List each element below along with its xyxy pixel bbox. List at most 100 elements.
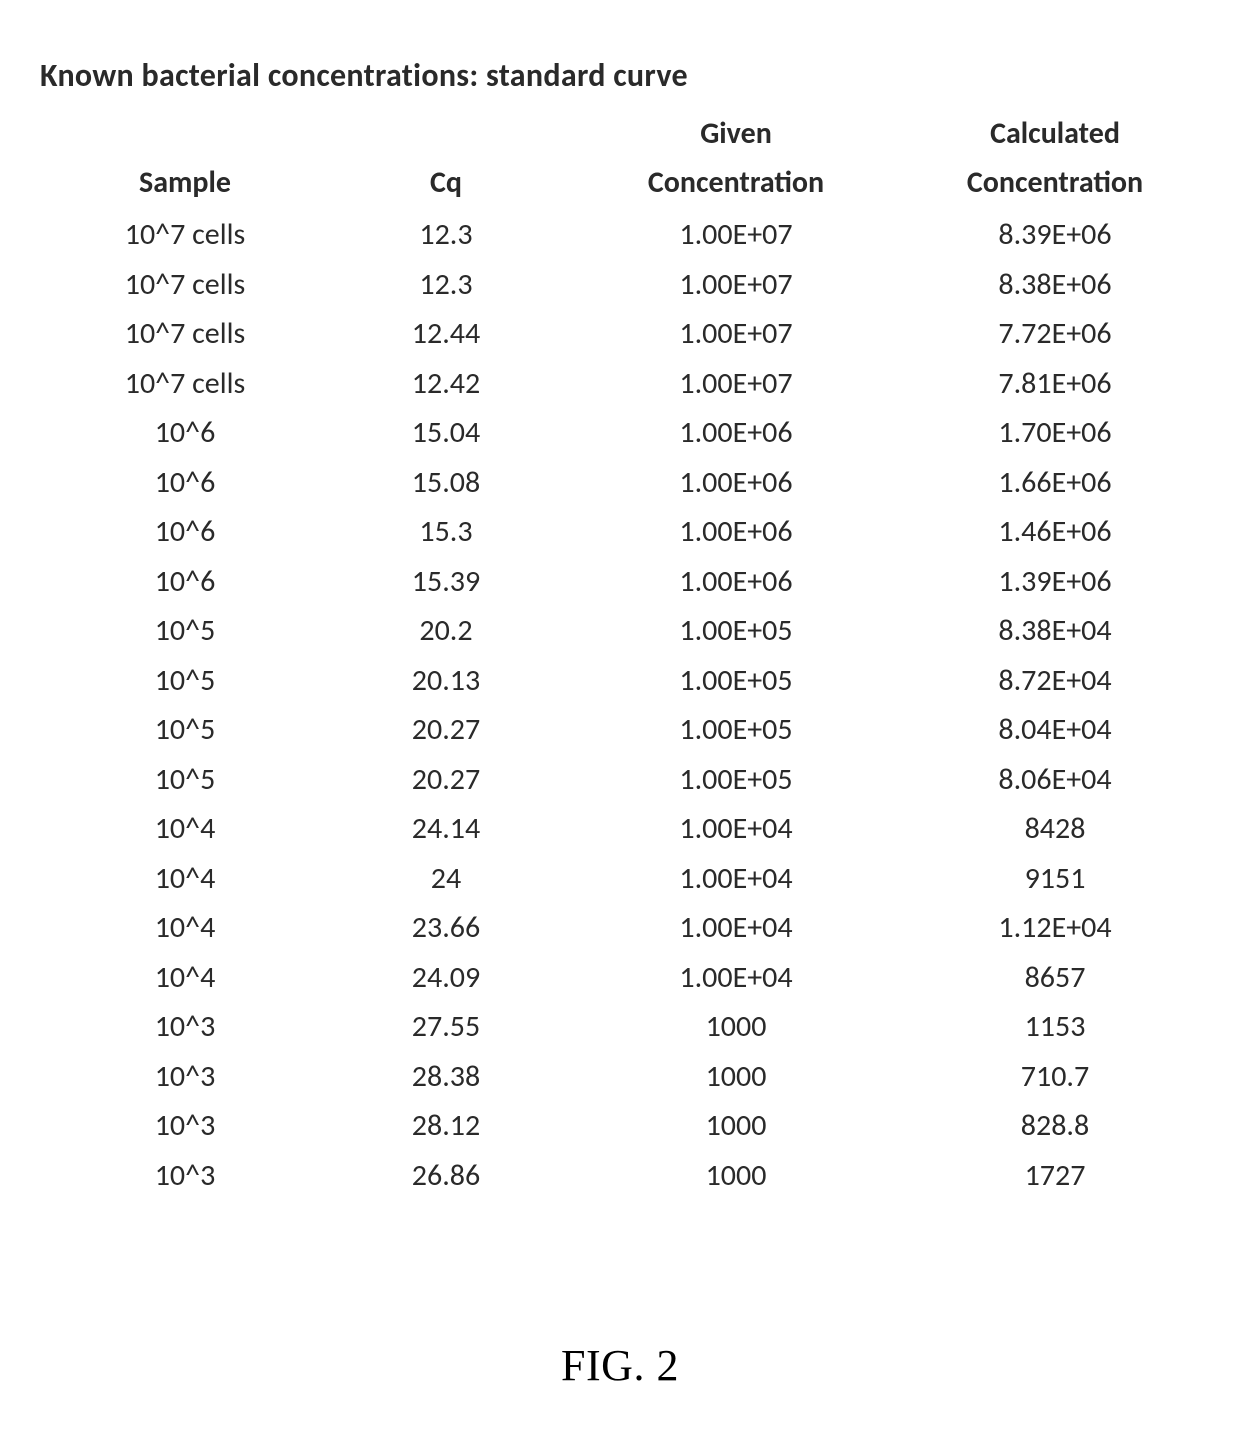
cell-calc: 1.66E+06 [910, 458, 1200, 508]
cell-sample: 10^7 cells [40, 260, 330, 310]
figure-caption: FIG. 2 [40, 1340, 1200, 1391]
table-row: 10^7 cells12.441.00E+077.72E+06 [40, 309, 1200, 359]
cell-cq: 15.08 [330, 458, 562, 508]
cell-sample: 10^4 [40, 953, 330, 1003]
table-row: 10^423.661.00E+041.12E+04 [40, 903, 1200, 953]
cell-cq: 20.27 [330, 705, 562, 755]
cell-given: 1.00E+07 [562, 309, 910, 359]
cell-cq: 23.66 [330, 903, 562, 953]
cell-sample: 10^5 [40, 606, 330, 656]
cell-cq: 15.3 [330, 507, 562, 557]
cell-given: 1.00E+04 [562, 903, 910, 953]
table-row: 10^615.081.00E+061.66E+06 [40, 458, 1200, 508]
cell-cq: 27.55 [330, 1002, 562, 1052]
col-label-calc: Concentration [910, 162, 1200, 211]
cell-cq: 26.86 [330, 1151, 562, 1201]
cell-calc: 828.8 [910, 1101, 1200, 1151]
cell-given: 1.00E+05 [562, 656, 910, 706]
cell-cq: 20.27 [330, 755, 562, 805]
table-row: 10^328.381000710.7 [40, 1052, 1200, 1102]
cell-cq: 20.13 [330, 656, 562, 706]
table-row: 10^615.31.00E+061.46E+06 [40, 507, 1200, 557]
table-row: 10^326.8610001727 [40, 1151, 1200, 1201]
table-row: 10^615.391.00E+061.39E+06 [40, 557, 1200, 607]
cell-sample: 10^6 [40, 507, 330, 557]
cell-calc: 1727 [910, 1151, 1200, 1201]
cell-cq: 12.3 [330, 210, 562, 260]
cell-calc: 8.72E+04 [910, 656, 1200, 706]
cell-cq: 20.2 [330, 606, 562, 656]
table-row: 10^7 cells12.421.00E+077.81E+06 [40, 359, 1200, 409]
table-row: 10^4241.00E+049151 [40, 854, 1200, 904]
table-row: 10^520.271.00E+058.04E+04 [40, 705, 1200, 755]
cell-sample: 10^5 [40, 755, 330, 805]
cell-given: 1.00E+07 [562, 210, 910, 260]
cell-calc: 1.70E+06 [910, 408, 1200, 458]
col-label-cq: Cq [330, 162, 562, 211]
cell-given: 1.00E+06 [562, 408, 910, 458]
cell-given: 1.00E+05 [562, 755, 910, 805]
cell-calc: 1.39E+06 [910, 557, 1200, 607]
cell-calc: 8.38E+06 [910, 260, 1200, 310]
cell-calc: 9151 [910, 854, 1200, 904]
col-label-sample: Sample [40, 162, 330, 211]
table-row: 10^424.091.00E+048657 [40, 953, 1200, 1003]
cell-sample: 10^6 [40, 458, 330, 508]
cell-given: 1.00E+04 [562, 804, 910, 854]
cell-calc: 1.46E+06 [910, 507, 1200, 557]
col-group-calc: Calculated [910, 113, 1200, 162]
table-header: Given Calculated Sample Cq Concentration… [40, 113, 1200, 210]
cell-calc: 8657 [910, 953, 1200, 1003]
col-group-sample [40, 113, 330, 162]
cell-sample: 10^3 [40, 1151, 330, 1201]
table-header-row-2: Sample Cq Concentration Concentration [40, 162, 1200, 211]
cell-cq: 28.12 [330, 1101, 562, 1151]
page-title: Known bacterial concentrations: standard… [40, 56, 1200, 95]
cell-sample: 10^3 [40, 1101, 330, 1151]
page: Known bacterial concentrations: standard… [0, 0, 1240, 1431]
cell-given: 1.00E+06 [562, 557, 910, 607]
cell-sample: 10^7 cells [40, 309, 330, 359]
cell-cq: 24 [330, 854, 562, 904]
cell-given: 1.00E+06 [562, 458, 910, 508]
table-row: 10^520.21.00E+058.38E+04 [40, 606, 1200, 656]
cell-given: 1.00E+04 [562, 953, 910, 1003]
standard-curve-table: Given Calculated Sample Cq Concentration… [40, 113, 1200, 1200]
table-row: 10^327.5510001153 [40, 1002, 1200, 1052]
cell-sample: 10^6 [40, 557, 330, 607]
cell-sample: 10^3 [40, 1052, 330, 1102]
col-label-given: Concentration [562, 162, 910, 211]
cell-sample: 10^7 cells [40, 359, 330, 409]
table-row: 10^424.141.00E+048428 [40, 804, 1200, 854]
cell-calc: 8428 [910, 804, 1200, 854]
cell-cq: 24.14 [330, 804, 562, 854]
col-group-cq [330, 113, 562, 162]
cell-sample: 10^5 [40, 705, 330, 755]
table-body: 10^7 cells12.31.00E+078.39E+0610^7 cells… [40, 210, 1200, 1200]
cell-cq: 24.09 [330, 953, 562, 1003]
table-row: 10^520.271.00E+058.06E+04 [40, 755, 1200, 805]
col-group-given: Given [562, 113, 910, 162]
cell-calc: 710.7 [910, 1052, 1200, 1102]
cell-given: 1000 [562, 1101, 910, 1151]
table-row: 10^7 cells12.31.00E+078.38E+06 [40, 260, 1200, 310]
cell-sample: 10^4 [40, 903, 330, 953]
cell-cq: 15.04 [330, 408, 562, 458]
table-header-row-1: Given Calculated [40, 113, 1200, 162]
cell-calc: 1153 [910, 1002, 1200, 1052]
cell-calc: 8.06E+04 [910, 755, 1200, 805]
table-row: 10^520.131.00E+058.72E+04 [40, 656, 1200, 706]
cell-given: 1.00E+07 [562, 359, 910, 409]
cell-given: 1.00E+05 [562, 705, 910, 755]
cell-calc: 1.12E+04 [910, 903, 1200, 953]
cell-sample: 10^7 cells [40, 210, 330, 260]
cell-cq: 12.44 [330, 309, 562, 359]
cell-sample: 10^4 [40, 804, 330, 854]
cell-given: 1.00E+06 [562, 507, 910, 557]
cell-given: 1000 [562, 1052, 910, 1102]
cell-calc: 7.72E+06 [910, 309, 1200, 359]
cell-calc: 7.81E+06 [910, 359, 1200, 409]
table-row: 10^615.041.00E+061.70E+06 [40, 408, 1200, 458]
cell-given: 1.00E+04 [562, 854, 910, 904]
cell-cq: 15.39 [330, 557, 562, 607]
